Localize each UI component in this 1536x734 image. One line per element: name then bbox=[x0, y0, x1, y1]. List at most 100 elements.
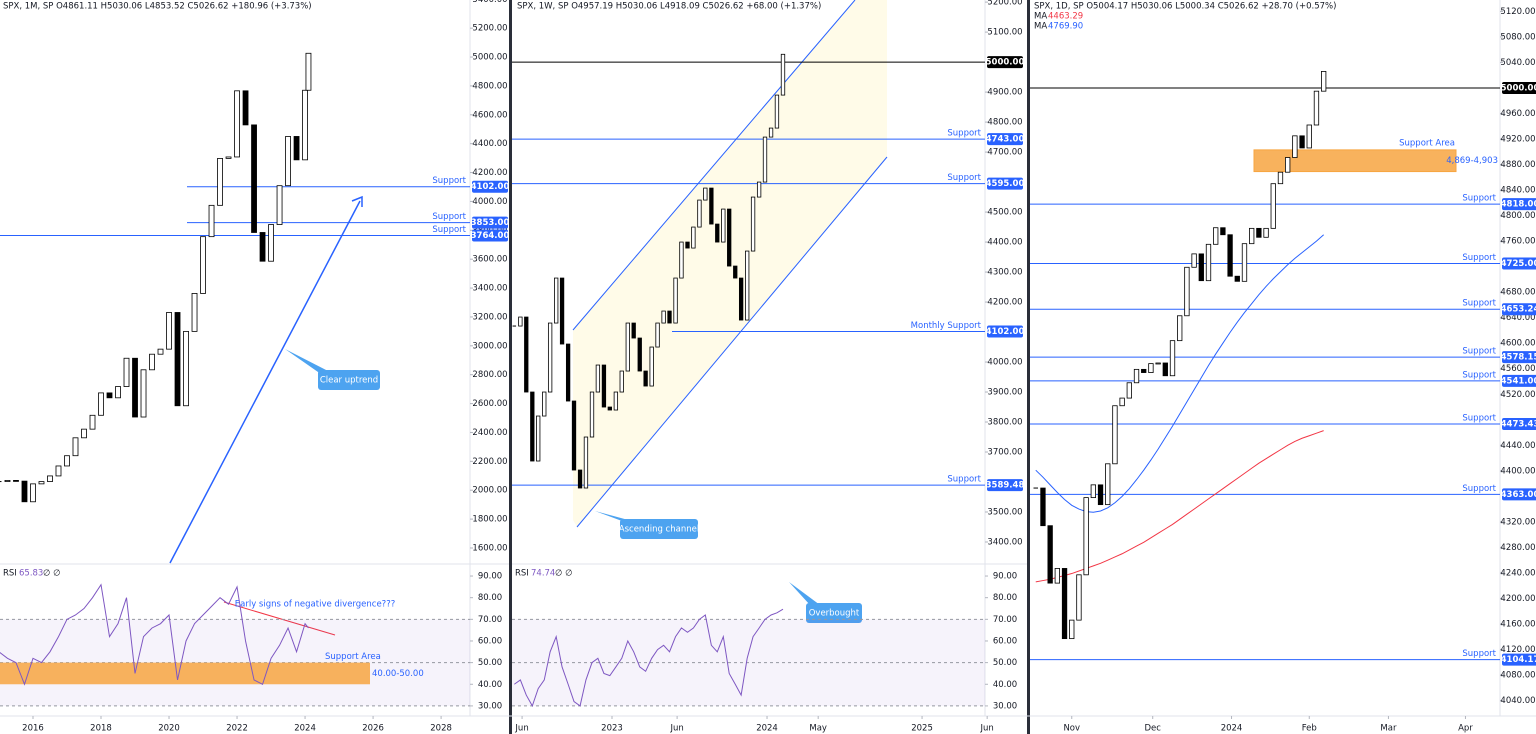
candle bbox=[691, 226, 696, 249]
candle bbox=[191, 293, 198, 332]
x-tick-label: 2018 bbox=[90, 724, 112, 734]
y-tick-label: 4080.00 bbox=[1500, 670, 1535, 680]
y-tick-label: 3000.00 bbox=[472, 341, 507, 351]
candle bbox=[115, 386, 121, 399]
price-tag bbox=[472, 216, 508, 229]
candle bbox=[1234, 275, 1240, 282]
y-tick-label: 4560.00 bbox=[1500, 364, 1535, 374]
price-tag-label: 4104.17 bbox=[1501, 655, 1536, 665]
x-tick-label: Jun bbox=[669, 724, 683, 734]
candle bbox=[1126, 382, 1132, 399]
candle bbox=[64, 455, 70, 467]
y-tick-label: 2000.00 bbox=[472, 486, 507, 496]
price-tag-label: 4743.00 bbox=[986, 135, 1025, 145]
rsi-tick-label: 80.00 bbox=[478, 593, 502, 603]
y-tick-label: 4240.00 bbox=[1500, 568, 1535, 578]
rsi-tick-label: 40.00 bbox=[993, 680, 1017, 690]
y-tick-label: 4600.00 bbox=[472, 110, 507, 120]
x-tick-label: May bbox=[809, 724, 827, 734]
callout bbox=[318, 370, 380, 390]
rsi-tick-label: 30.00 bbox=[993, 701, 1017, 711]
ma-name: MA bbox=[1034, 22, 1047, 32]
ma-value: 4463.29 bbox=[1048, 12, 1083, 22]
price-tag bbox=[472, 180, 508, 193]
rsi-tick-label: 80.00 bbox=[993, 593, 1017, 603]
level-label: Support bbox=[1462, 413, 1496, 423]
candle bbox=[251, 124, 257, 233]
candle bbox=[234, 90, 240, 158]
price-tag-label: 4102.00 bbox=[471, 182, 510, 192]
rsi-flags: ∅ ∅ bbox=[43, 569, 61, 579]
y-tick-label: 4000.00 bbox=[472, 197, 507, 207]
candle bbox=[595, 364, 601, 393]
candle bbox=[1133, 368, 1140, 384]
candle bbox=[72, 437, 79, 457]
candle bbox=[727, 208, 732, 267]
candle bbox=[1047, 525, 1053, 584]
candle bbox=[1083, 497, 1089, 576]
y-tick-label: 5120.00 bbox=[1500, 7, 1535, 17]
price-tag bbox=[987, 56, 1023, 69]
level-label: Support bbox=[1462, 484, 1496, 494]
y-tick-label: 3900.00 bbox=[987, 388, 1022, 398]
rsi-line bbox=[514, 608, 784, 708]
candle bbox=[157, 348, 164, 355]
rsi-support-area-range: 40.00-50.00 bbox=[372, 669, 424, 679]
candle bbox=[1249, 227, 1255, 245]
y-tick-label: 1800.00 bbox=[472, 515, 507, 525]
candle bbox=[208, 204, 215, 238]
candle bbox=[685, 241, 690, 249]
moving-average bbox=[1035, 234, 1324, 513]
level-label: Support bbox=[432, 225, 466, 235]
candle bbox=[715, 223, 720, 243]
candle bbox=[1054, 568, 1061, 584]
panel-header: SPX, 1W, SP O4957.19 H5030.06 L4918.09 C… bbox=[517, 2, 821, 12]
x-tick-label: Jun bbox=[514, 724, 528, 734]
y-tick-label: 4880.00 bbox=[1500, 160, 1535, 170]
y-tick-label: 4200.00 bbox=[987, 298, 1022, 308]
candle bbox=[1105, 463, 1111, 506]
candle bbox=[183, 330, 189, 407]
y-tick-label: 3400.00 bbox=[472, 284, 507, 294]
level-label: Support bbox=[1462, 194, 1496, 204]
candle bbox=[276, 185, 283, 225]
y-tick-label: 4400.00 bbox=[472, 139, 507, 149]
arrow-head bbox=[351, 195, 363, 207]
price-tag-label: 5000.00 bbox=[986, 58, 1025, 68]
candle bbox=[166, 312, 172, 350]
price-tag bbox=[1502, 257, 1536, 270]
y-tick-label: 4800.00 bbox=[1500, 211, 1535, 221]
candle bbox=[583, 436, 589, 489]
candle bbox=[1177, 315, 1183, 342]
level-label: Support bbox=[432, 212, 466, 222]
rsi-title: RSI bbox=[3, 569, 17, 579]
y-tick-label: 3800.00 bbox=[987, 418, 1022, 428]
price-tag bbox=[1502, 374, 1536, 387]
candle bbox=[607, 406, 612, 411]
candle bbox=[1198, 253, 1204, 282]
candle bbox=[565, 343, 571, 402]
price-tag-label: 5000.00 bbox=[1501, 83, 1536, 93]
y-tick-label: 3700.00 bbox=[987, 448, 1022, 458]
level-label: Support bbox=[1462, 649, 1496, 659]
y-tick-label: 5200.00 bbox=[987, 0, 1022, 8]
callout-pointer bbox=[595, 511, 632, 521]
candle bbox=[30, 483, 36, 503]
channel-lower bbox=[576, 156, 888, 528]
x-tick-label: Dec bbox=[1144, 724, 1161, 734]
candle bbox=[98, 392, 104, 416]
y-tick-label: 2400.00 bbox=[472, 428, 507, 438]
y-tick-label: 4520.00 bbox=[1500, 390, 1535, 400]
price-tag bbox=[1502, 653, 1536, 666]
candle bbox=[721, 208, 726, 243]
candle bbox=[679, 241, 684, 279]
candle bbox=[1119, 397, 1125, 407]
candle bbox=[613, 391, 619, 411]
y-tick-label: 4200.00 bbox=[472, 168, 507, 178]
callout-text: Overbought bbox=[809, 609, 860, 619]
candle bbox=[703, 187, 708, 201]
panel-header: SPX, 1M, SP O4861.11 H5030.06 L4853.52 C… bbox=[3, 2, 312, 12]
candle bbox=[242, 90, 249, 126]
moving-average bbox=[1035, 430, 1324, 583]
